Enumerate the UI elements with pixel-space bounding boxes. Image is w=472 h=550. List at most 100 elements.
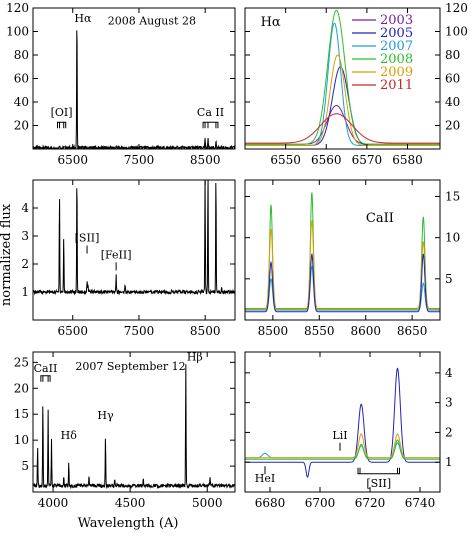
bracket-label: [SII]: [366, 477, 391, 490]
y-tick-label: 5: [445, 272, 453, 286]
line-label: LiI: [332, 429, 347, 442]
panel-annotation: 2007 September 12: [75, 360, 185, 373]
chart-p6: 6680 6700 6720 6740 1 2 3 4 HeI LiI [SII]: [244, 351, 453, 510]
line-label: [SII]: [75, 232, 100, 245]
x-tick-label: 6580: [392, 153, 423, 167]
figure-xlabel: Wavelength (A): [78, 516, 179, 531]
bracket: [56, 121, 67, 129]
y-tick-label: 15: [14, 407, 29, 421]
line-label: Hδ: [61, 429, 78, 442]
x-tick-label: 6500: [57, 153, 88, 167]
y-tick-label: 15: [445, 189, 460, 203]
chart-p4: 8500 8550 8600 8650 5 10 15 CaII: [244, 179, 460, 338]
series-line-2005: [245, 252, 440, 313]
y-tick-label: 120: [6, 1, 29, 15]
x-tick-label: 8500: [258, 324, 289, 338]
line-label: HeI: [255, 472, 275, 485]
y-tick-label: 60: [445, 72, 460, 86]
y-tick-label: 10: [445, 231, 460, 245]
chart-p1: 6500 7500 8500 20 40 60 80 100 120 2008 August 28…: [6, 1, 236, 167]
legend-label: 2011: [380, 78, 413, 93]
bracket: [357, 467, 400, 475]
plot-frame: [32, 351, 236, 493]
x-tick-label: 6560: [311, 153, 342, 167]
x-tick-label: 6720: [355, 496, 386, 510]
line-label: Hγ: [97, 409, 114, 422]
chart-p2: 6550 6560 6570 6580 20 40 60 80 100 120 Hα 20032005…: [244, 1, 468, 167]
series-line-2009: [245, 433, 440, 459]
line-label: Hβ: [187, 350, 203, 363]
series-line: [33, 180, 235, 296]
legend-label: 2007: [380, 39, 413, 54]
series-line: [33, 30, 235, 149]
x-tick-label: 8500: [190, 153, 221, 167]
x-tick-label: 4000: [38, 496, 69, 510]
line-label: Hα: [74, 12, 92, 25]
panel-annotation: Hα: [261, 15, 281, 30]
x-tick-label: 7500: [124, 324, 155, 338]
y-tick-label: 20: [445, 119, 460, 133]
y-tick-label: 2: [21, 257, 29, 271]
legend-label: 2005: [380, 26, 413, 41]
x-tick-label: 6740: [405, 496, 436, 510]
y-tick-label: 60: [14, 72, 29, 86]
series-line: [33, 364, 235, 490]
y-tick-label: 100: [445, 25, 468, 39]
plot-frame: [244, 351, 441, 493]
panel-annotation: CaII: [366, 211, 394, 226]
series-line-2005: [245, 367, 440, 478]
y-tick-label: 2: [445, 425, 453, 439]
y-tick-label: 80: [14, 48, 29, 62]
y-tick-label: 100: [6, 25, 29, 39]
x-tick-label: 8650: [397, 324, 428, 338]
y-tick-label: 10: [14, 433, 29, 447]
legend-label: 2008: [380, 52, 413, 67]
series-line-2008: [245, 439, 440, 460]
x-tick-label: 5000: [192, 496, 223, 510]
x-tick-label: 6700: [305, 496, 336, 510]
bracket-label: CaII: [34, 362, 58, 375]
series-line-2007: [245, 265, 440, 311]
y-tick-label: 20: [14, 381, 29, 395]
y-tick-label: 25: [14, 355, 29, 369]
y-tick-label: 4: [445, 366, 453, 380]
legend-label: 2009: [380, 65, 413, 80]
figure-ylabel: normalized flux: [0, 203, 14, 306]
x-tick-label: 6500: [57, 324, 88, 338]
plot-frame: [32, 179, 236, 321]
x-tick-label: 4500: [115, 496, 146, 510]
plot-frame: [244, 179, 441, 321]
y-tick-label: 3: [21, 229, 29, 243]
series-line-2003: [245, 105, 440, 145]
panel-annotation: 2008 August 28: [108, 15, 196, 28]
x-tick-label: 6570: [352, 153, 383, 167]
x-tick-label: 6680: [255, 496, 286, 510]
x-tick-label: 8600: [350, 324, 381, 338]
bracket-label: Ca II: [197, 106, 224, 119]
y-tick-label: 120: [445, 1, 468, 15]
series-line-2011: [245, 113, 440, 144]
bracket-label: [OI]: [51, 106, 73, 119]
x-tick-label: 6550: [270, 153, 301, 167]
x-tick-label: 8500: [190, 324, 221, 338]
y-tick-label: 5: [21, 459, 29, 473]
x-tick-label: 8550: [304, 324, 335, 338]
y-tick-label: 20: [14, 119, 29, 133]
line-label: [FeII]: [101, 248, 132, 261]
y-tick-label: 80: [445, 48, 460, 62]
series-line-2009: [245, 219, 440, 310]
y-tick-label: 3: [445, 396, 453, 410]
y-tick-label: 1: [21, 285, 29, 299]
chart-p3: 6500 7500 8500 1 2 3 4 [SII][FeII]: [21, 179, 236, 338]
y-tick-label: 40: [14, 95, 29, 109]
series-line-2007: [245, 442, 440, 459]
legend-label: 2003: [380, 13, 413, 28]
bracket: [202, 121, 219, 129]
y-tick-label: 40: [445, 95, 460, 109]
chart-p5: 4000 4500 5000 5 10 15 20 25 2007 September 12 Hδ…: [14, 350, 236, 510]
bracket: [40, 375, 51, 382]
series-line-2008: [245, 192, 440, 309]
y-tick-label: 1: [445, 455, 453, 469]
y-tick-label: 4: [21, 201, 29, 215]
